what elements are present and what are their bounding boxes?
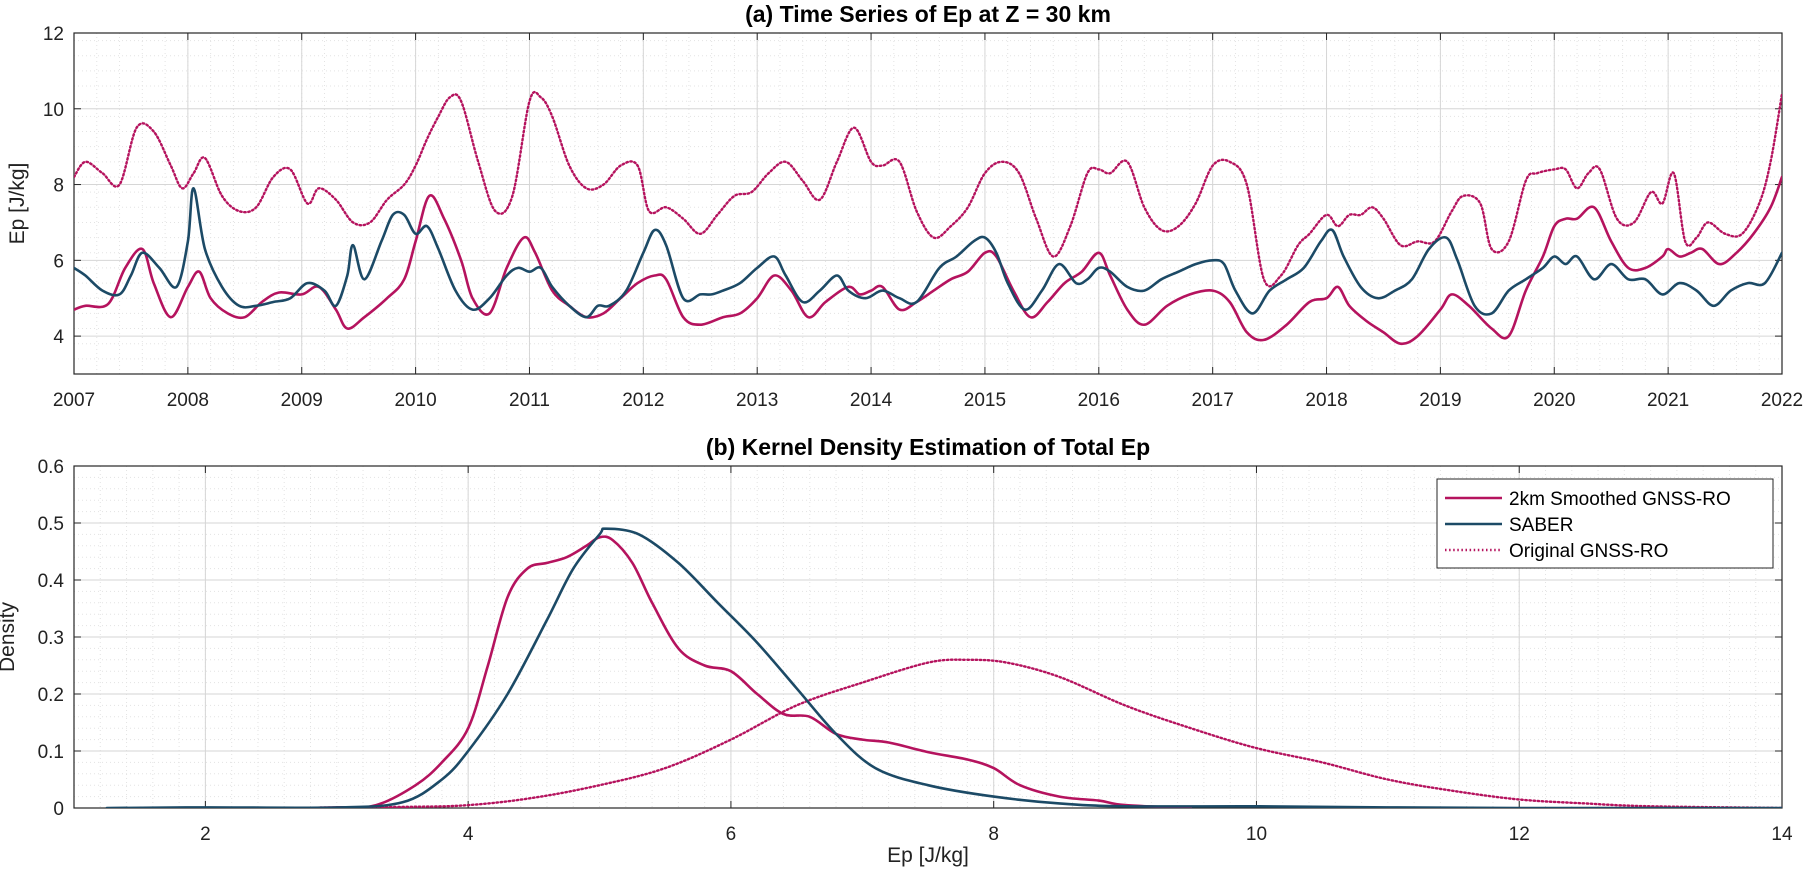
x-tick-label: 2008 — [167, 390, 209, 411]
legend-label-saber: SABER — [1509, 515, 1573, 536]
y-tick-label: 0 — [53, 799, 64, 820]
y-tick-label: 0.5 — [38, 514, 64, 535]
y-tick-label: 0.6 — [38, 457, 64, 478]
x-tick-label: 14 — [1771, 824, 1793, 845]
x-tick-label: 2017 — [1192, 390, 1234, 411]
y-tick-label: 0.3 — [38, 628, 64, 649]
series-group — [105, 527, 1782, 808]
series-line-gnss_smooth — [269, 535, 1193, 808]
x-tick-label: 2019 — [1419, 390, 1461, 411]
x-tick-label: 8 — [988, 824, 999, 845]
y-axis-label: Ep [J/kg] — [6, 163, 29, 245]
x-tick-label: 2007 — [53, 390, 95, 411]
legend-label-gnss_smooth: 2km Smoothed GNSS-RO — [1509, 489, 1731, 510]
axes-box — [73, 32, 1783, 375]
x-tick-label: 6 — [726, 824, 737, 845]
x-tick-label: 2011 — [509, 390, 550, 411]
legend-label-gnss_orig: Original GNSS-RO — [1509, 541, 1668, 562]
x-tick-label: 2 — [200, 824, 211, 845]
x-tick-label: 2012 — [622, 390, 664, 411]
x-tick-label: 2022 — [1761, 390, 1803, 411]
series-line-saber — [105, 527, 1782, 808]
x-tick-label: 2009 — [281, 390, 323, 411]
x-tick-label: 2018 — [1305, 390, 1347, 411]
tick-labels: 2007 2008 2009 2010 2011 2012 2013 2014 2015 2016… — [43, 24, 1803, 411]
x-tick-label: 2016 — [1078, 390, 1120, 411]
y-axis-label: Density — [0, 601, 19, 672]
y-tick-label: 10 — [43, 100, 64, 121]
series-group — [74, 90, 1782, 346]
y-tick-label: 6 — [53, 251, 64, 272]
x-tick-label: 2010 — [394, 390, 436, 411]
y-tick-label: 8 — [53, 176, 64, 197]
x-axis-label: Ep [J/kg] — [887, 844, 969, 867]
chart-title: (a) Time Series of Ep at Z = 30 km — [745, 1, 1111, 27]
x-tick-label: 10 — [1246, 824, 1267, 845]
series-line-saber — [74, 186, 1782, 319]
y-tick-label: 12 — [43, 24, 64, 45]
x-tick-label: 2013 — [736, 390, 778, 411]
panel-a: 2007 2008 2009 2010 2011 2012 2013 2014 2015 2016… — [6, 1, 1803, 411]
x-tick-label: 4 — [463, 824, 474, 845]
major-grid — [73, 32, 1783, 374]
panel-b: 2 4 6 8 10 12 14 0 0.1 0.2 0.3 0.4 0.5 0.6 (b) Kernel … — [0, 434, 1793, 867]
x-tick-label: 2021 — [1647, 390, 1689, 411]
tick-labels: 2 4 6 8 10 12 14 0 0.1 0.2 0.3 0.4 0.5 0.6 — [38, 457, 1793, 845]
series-line-gnss_orig — [74, 90, 1782, 288]
minor-grid — [73, 33, 1783, 375]
x-tick-label: 12 — [1509, 824, 1530, 845]
y-tick-label: 0.2 — [38, 685, 64, 706]
legend: 2km Smoothed GNSS-RO SABER Original GNSS-R… — [1436, 478, 1774, 569]
x-tick-label: 2015 — [964, 390, 1006, 411]
y-tick-label: 0.1 — [38, 742, 64, 763]
chart-title: (b) Kernel Density Estimation of Total E… — [706, 434, 1150, 460]
y-tick-label: 0.4 — [38, 571, 65, 592]
x-tick-label: 2014 — [850, 390, 893, 411]
y-tick-label: 4 — [53, 327, 64, 348]
x-tick-label: 2020 — [1533, 390, 1575, 411]
series-line-gnss_orig — [269, 658, 1782, 808]
